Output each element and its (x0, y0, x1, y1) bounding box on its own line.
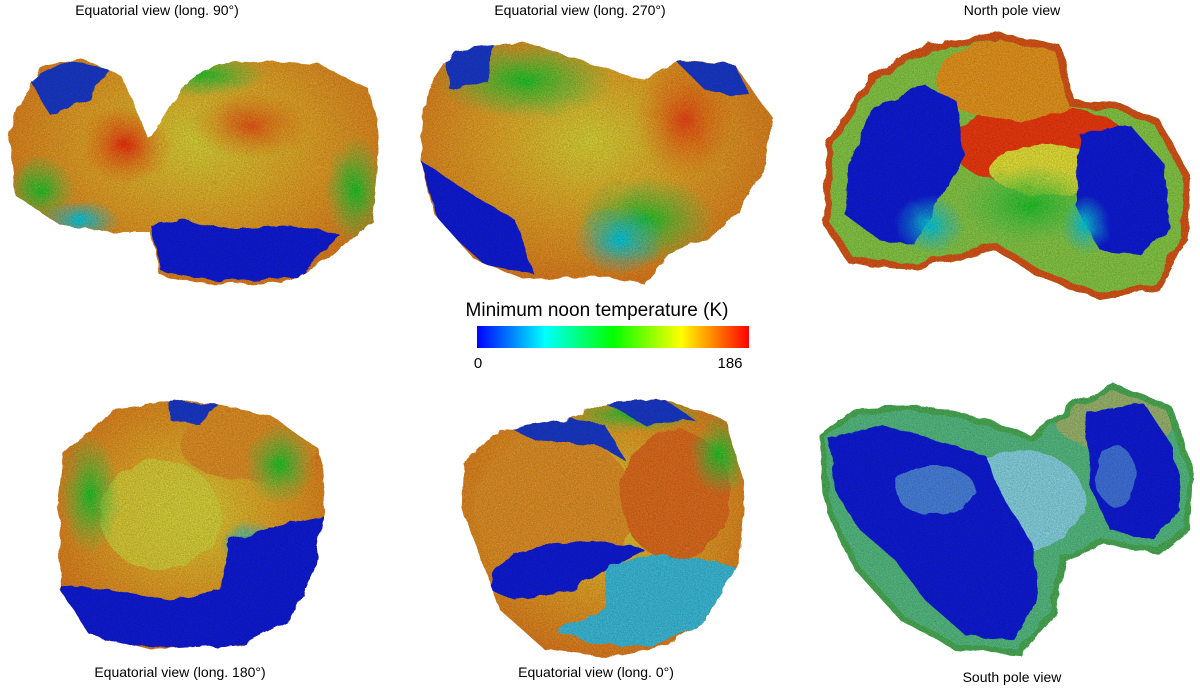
comet-render-long-90 (8, 58, 380, 285)
view-label-south-pole: South pole view (962, 669, 1062, 685)
view-label-long-90: Equatorial view (long. 90°) (75, 2, 239, 18)
view-label-long-180: Equatorial view (long. 180°) (94, 664, 266, 680)
view-label-long-0: Equatorial view (long. 0°) (518, 664, 674, 680)
view-label-north-pole: North pole view (963, 2, 1061, 18)
comet-render-long-270 (420, 42, 770, 285)
view-label-long-270: Equatorial view (long. 270°) (494, 2, 666, 18)
comet-render-north-pole (823, 33, 1190, 300)
comet-render-long-0 (463, 400, 745, 657)
colorbar-min-label: 0 (473, 355, 483, 372)
colorbar-gradient (477, 326, 749, 348)
comet-render-long-180 (58, 400, 325, 650)
comet-render-south-pole (820, 385, 1193, 655)
colorbar-max-label: 186 (717, 355, 743, 372)
colorbar-title: Minimum noon temperature (K) (465, 300, 729, 321)
